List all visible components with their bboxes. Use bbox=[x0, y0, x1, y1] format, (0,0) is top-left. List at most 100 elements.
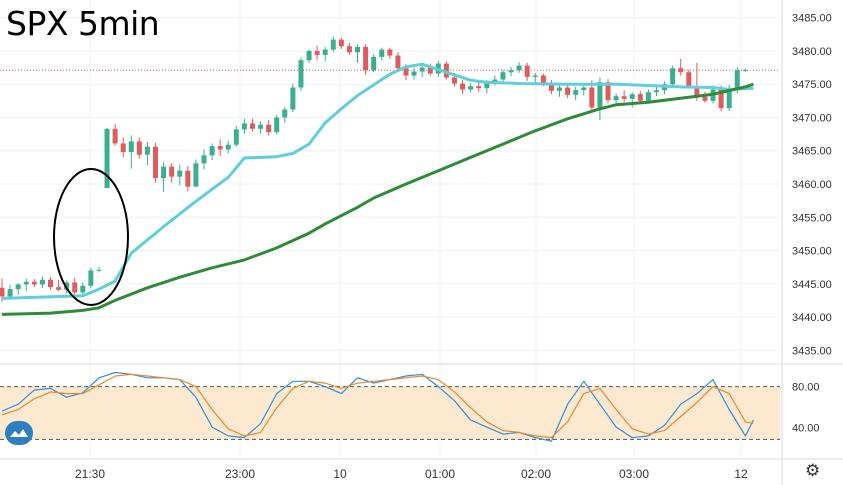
candle-body bbox=[355, 46, 361, 53]
candle-body bbox=[330, 39, 336, 50]
candle-body bbox=[144, 146, 150, 155]
candle-body bbox=[217, 146, 223, 150]
candle-body bbox=[363, 46, 369, 71]
candle-body bbox=[15, 284, 21, 290]
candle-body bbox=[112, 128, 118, 144]
price-tick-label: 3445.00 bbox=[792, 279, 832, 291]
candle-body bbox=[153, 146, 159, 179]
candle-body bbox=[80, 285, 86, 293]
candle-body bbox=[742, 70, 748, 72]
candle-body bbox=[678, 68, 684, 73]
candle-body bbox=[72, 282, 78, 293]
candle-body bbox=[573, 90, 579, 95]
candle-body bbox=[524, 65, 530, 77]
candle-body bbox=[185, 170, 191, 187]
candle-body bbox=[540, 75, 546, 84]
price-tick-label: 3470.00 bbox=[792, 112, 832, 124]
candle-body bbox=[371, 56, 377, 71]
candle-body bbox=[492, 79, 498, 83]
candle-body bbox=[31, 281, 37, 285]
moving-average-fast-line bbox=[1, 62, 754, 300]
price-tick-label: 3480.00 bbox=[792, 46, 832, 58]
tradingview-logo-icon bbox=[5, 421, 33, 445]
candle-body bbox=[346, 46, 352, 53]
price-tick-label: 3450.00 bbox=[792, 246, 832, 258]
price-tick-label: 3435.00 bbox=[792, 345, 832, 357]
candle-body bbox=[686, 72, 692, 87]
candle-body bbox=[201, 155, 207, 164]
candle-body bbox=[64, 282, 70, 290]
candle-body bbox=[258, 124, 264, 129]
candle-body bbox=[23, 281, 29, 285]
time-tick-label: 12 bbox=[734, 467, 748, 481]
candle-body bbox=[241, 123, 247, 130]
candle-body bbox=[427, 67, 433, 74]
candle-body bbox=[419, 67, 425, 72]
candle-body bbox=[96, 269, 102, 271]
candle-body bbox=[451, 77, 457, 84]
time-tick-label: 23:00 bbox=[225, 467, 255, 481]
oscillator-tick-label: 80.00 bbox=[792, 382, 820, 394]
candle-body bbox=[532, 75, 538, 77]
candle-body bbox=[637, 94, 643, 101]
gear-icon[interactable]: ⚙ bbox=[805, 461, 821, 481]
moving-average-slow-line bbox=[1, 82, 754, 316]
candle-body bbox=[548, 83, 554, 91]
candle-body bbox=[56, 287, 62, 290]
candle-body bbox=[670, 68, 676, 85]
candle-body bbox=[387, 49, 393, 56]
candle-body bbox=[403, 68, 409, 76]
oscillator-tick-label: 40.00 bbox=[792, 422, 820, 434]
candle-body bbox=[7, 289, 13, 297]
candle-body bbox=[443, 63, 449, 78]
candle-body bbox=[225, 144, 231, 150]
candle-body bbox=[702, 96, 708, 101]
candle-body bbox=[120, 143, 126, 153]
price-tick-label: 3455.00 bbox=[792, 212, 832, 224]
candle-body bbox=[460, 83, 466, 90]
candle-body bbox=[104, 128, 110, 188]
candle-body bbox=[314, 50, 320, 55]
time-tick-label: 01:00 bbox=[425, 467, 455, 481]
candle-body bbox=[395, 55, 401, 69]
candle-body bbox=[266, 124, 272, 133]
candle-body bbox=[282, 109, 288, 118]
annotation-ellipse bbox=[53, 168, 129, 306]
candle-body bbox=[629, 94, 635, 99]
time-tick-label: 02:00 bbox=[521, 467, 551, 481]
candle-body bbox=[516, 65, 522, 71]
candle-body bbox=[653, 90, 659, 93]
candle-body bbox=[88, 270, 94, 286]
candle-body bbox=[734, 70, 740, 91]
candle-body bbox=[274, 117, 280, 133]
candle-body bbox=[379, 49, 385, 57]
candle-body bbox=[411, 71, 417, 76]
oscillator-band bbox=[0, 386, 780, 440]
candle-body bbox=[484, 82, 490, 89]
candle-body bbox=[128, 141, 134, 153]
candle-body bbox=[0, 287, 5, 297]
candle-body bbox=[726, 90, 732, 109]
candle-body bbox=[177, 170, 183, 177]
candle-body bbox=[233, 129, 239, 145]
candle-body bbox=[290, 87, 296, 110]
candle-body bbox=[39, 279, 45, 285]
candle-body bbox=[581, 87, 587, 91]
candle-body bbox=[557, 87, 563, 91]
price-tick-label: 3460.00 bbox=[792, 179, 832, 191]
candle-body bbox=[193, 163, 199, 187]
candle-body bbox=[613, 96, 619, 101]
candle-body bbox=[589, 87, 595, 108]
price-tick-label: 3475.00 bbox=[792, 79, 832, 91]
candle-body bbox=[161, 166, 167, 179]
candle-body bbox=[468, 86, 474, 90]
candle-body bbox=[621, 96, 627, 99]
chart-title: SPX 5min bbox=[6, 4, 160, 43]
candle-body bbox=[249, 123, 255, 129]
candle-body bbox=[47, 279, 53, 288]
price-tick-label: 3485.00 bbox=[792, 13, 832, 25]
candle-body bbox=[508, 70, 514, 73]
candle-body bbox=[209, 146, 215, 156]
oscillator-d-line bbox=[1, 373, 754, 439]
